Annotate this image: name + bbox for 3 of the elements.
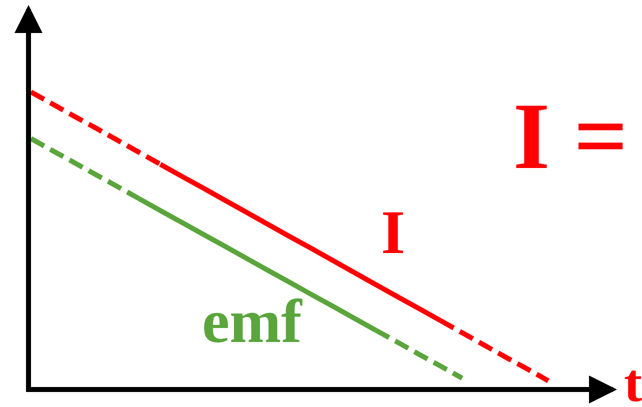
- series-label: emf: [202, 288, 304, 356]
- annotation: I =: [513, 83, 628, 189]
- series-label: I: [381, 199, 406, 267]
